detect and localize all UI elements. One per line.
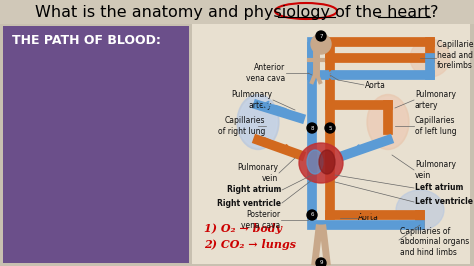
Ellipse shape xyxy=(307,150,323,174)
Ellipse shape xyxy=(239,97,277,147)
Ellipse shape xyxy=(396,190,444,230)
Circle shape xyxy=(316,31,326,41)
Text: Aorta: Aorta xyxy=(365,81,386,89)
Circle shape xyxy=(307,123,317,133)
FancyBboxPatch shape xyxy=(3,26,189,263)
Text: 7: 7 xyxy=(319,34,323,39)
Text: 2) CO₂ → lungs: 2) CO₂ → lungs xyxy=(204,239,296,250)
Text: 1) O₂ → body: 1) O₂ → body xyxy=(204,222,282,234)
Ellipse shape xyxy=(369,97,407,147)
Text: Aorta: Aorta xyxy=(358,214,379,222)
FancyBboxPatch shape xyxy=(192,24,470,264)
Ellipse shape xyxy=(237,94,279,149)
Text: Left ventricle: Left ventricle xyxy=(415,197,473,206)
Text: Capillaries of
abdominal organs
and hind limbs: Capillaries of abdominal organs and hind… xyxy=(400,227,469,257)
Circle shape xyxy=(316,258,326,266)
Text: Pulmonary
artery: Pulmonary artery xyxy=(231,90,272,110)
Text: Capillaries
of right lung: Capillaries of right lung xyxy=(218,116,265,136)
Ellipse shape xyxy=(410,39,450,77)
Text: Right ventricle: Right ventricle xyxy=(217,198,281,207)
Text: Anterior
vena cava: Anterior vena cava xyxy=(246,63,285,83)
Text: Pulmonary
vein: Pulmonary vein xyxy=(415,160,456,180)
Text: Pulmonary
artery: Pulmonary artery xyxy=(415,90,456,110)
Text: Capillaries
of left lung: Capillaries of left lung xyxy=(415,116,456,136)
FancyBboxPatch shape xyxy=(0,0,474,24)
Ellipse shape xyxy=(299,143,343,183)
Circle shape xyxy=(311,34,331,54)
Text: Pulmonary
vein: Pulmonary vein xyxy=(237,163,278,183)
Text: 5: 5 xyxy=(328,126,332,131)
Text: Left atrium: Left atrium xyxy=(415,184,464,193)
Text: 9: 9 xyxy=(319,260,323,265)
Ellipse shape xyxy=(367,94,409,149)
Ellipse shape xyxy=(319,150,335,174)
Text: What is the anatomy and physiology of the heart?: What is the anatomy and physiology of th… xyxy=(35,5,439,19)
Text: Right atrium: Right atrium xyxy=(227,185,281,194)
Text: Posterior
vena cava: Posterior vena cava xyxy=(241,210,280,230)
Text: 6: 6 xyxy=(310,213,314,218)
Circle shape xyxy=(307,210,317,220)
Text: Capillaries of
head and
forelimbs: Capillaries of head and forelimbs xyxy=(437,40,474,70)
Text: THE PATH OF BLOOD:: THE PATH OF BLOOD: xyxy=(12,34,161,47)
Circle shape xyxy=(325,123,335,133)
Text: 8: 8 xyxy=(310,126,314,131)
